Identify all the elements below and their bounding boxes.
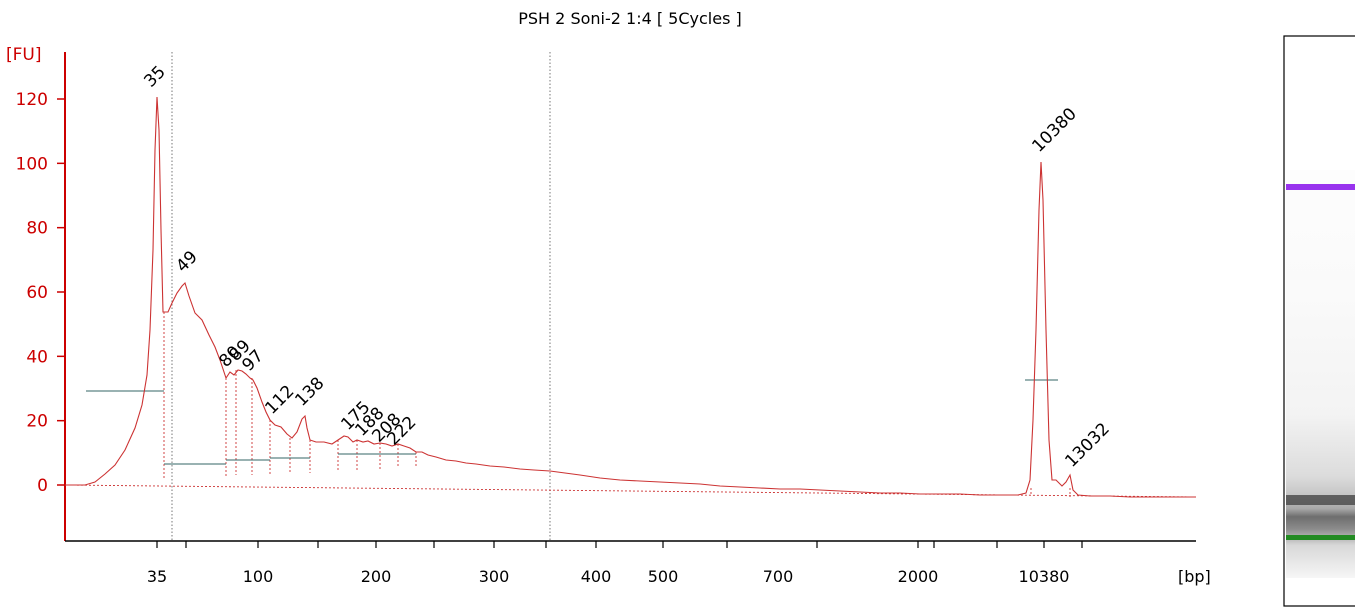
- peak-label-138: 138: [291, 373, 328, 410]
- x-tick-label: 200: [361, 567, 392, 586]
- peak-baseline: [64, 484, 1197, 498]
- peak-label-35: 35: [140, 62, 169, 91]
- y-axis-label: [FU]: [6, 45, 42, 65]
- peak-label-10380: 10380: [1028, 104, 1080, 156]
- x-tick-label: 100: [243, 567, 274, 586]
- gel-band-lower-marker: [1286, 535, 1355, 540]
- y-axis-ticks: 0 20 40 60 80 100 120: [16, 90, 65, 496]
- peak-label-49: 49: [172, 247, 201, 276]
- y-tick-label: 100: [16, 154, 48, 174]
- x-axis-label: [bp]: [1178, 567, 1211, 586]
- peak-label-13032: 13032: [1061, 419, 1113, 471]
- gel-lane: [1283, 35, 1355, 607]
- x-tick-label: 700: [763, 567, 794, 586]
- chart-title: PSH 2 Soni-2 1:4 [ 5Cycles ]: [518, 9, 742, 28]
- y-tick-label: 0: [37, 476, 48, 496]
- y-tick-label: 80: [26, 219, 48, 239]
- y-tick-label: 20: [26, 412, 48, 432]
- peak-integration-lines: [163, 312, 1071, 497]
- x-axis-ticks: 35 100 200 300 400 500 700 2000 10380: [147, 541, 1083, 586]
- gel-band-upper-marker: [1286, 184, 1355, 190]
- y-tick-label: 120: [16, 90, 48, 110]
- x-tick-label: 10380: [1019, 567, 1070, 586]
- gel-band-main: [1286, 495, 1355, 505]
- series-line-electropherogram: [65, 96, 1196, 498]
- y-tick-label: 40: [26, 347, 48, 367]
- x-tick-label: 500: [648, 567, 679, 586]
- x-tick-label: 400: [581, 567, 612, 586]
- y-tick-label: 60: [26, 283, 48, 303]
- x-tick-label: 2000: [898, 567, 939, 586]
- peak-height-markers: [86, 379, 1058, 465]
- x-tick-label: 35: [147, 567, 167, 586]
- x-tick-label: 300: [479, 567, 510, 586]
